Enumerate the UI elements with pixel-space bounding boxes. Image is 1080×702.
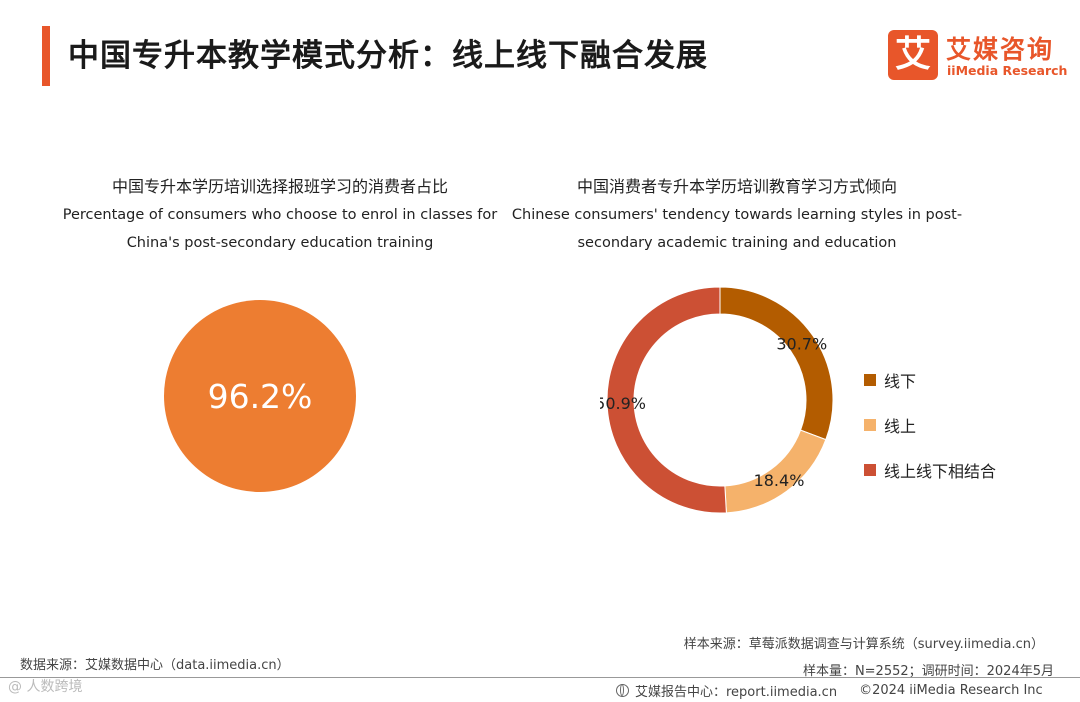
chart2-title-en-line1: Chinese consumers' tendency towards lear… <box>511 207 963 223</box>
copyright: ©2024 iiMedia Research Inc <box>859 683 1043 698</box>
chart1-title-en-line1: Percentage of consumers who choose to en… <box>62 207 498 223</box>
logo-mark-icon: 艾 <box>888 30 938 80</box>
sample-source: 样本来源：草莓派数据调查与计算系统（survey.iimedia.cn） <box>683 637 1044 652</box>
logo-english-name: iiMedia Research <box>947 63 1068 78</box>
sample-info: 样本量：N=2552；调研时间：2024年5月 <box>802 664 1054 679</box>
chart1-title-block: 中国专升本学历培训选择报班学习的消费者占比 Percentage of cons… <box>40 173 520 257</box>
watermark: @ 人数跨境 <box>8 679 83 695</box>
legend-label: 线上线下相结合 <box>884 462 997 481</box>
donut-label-1: 30.7% <box>776 334 827 353</box>
legend-swatch <box>864 374 876 386</box>
chart2-legend: 线下线上线上线下相结合 <box>864 368 996 503</box>
chart1-title-zh: 中国专升本学历培训选择报班学习的消费者占比 <box>111 177 448 196</box>
donut-label-3: 50.9% <box>600 394 646 413</box>
title-accent-bar <box>42 26 50 86</box>
legend-item-1: 线下 <box>864 368 996 413</box>
report-center-link[interactable]: 艾媒报告中心：report.iimedia.cn <box>635 685 838 700</box>
chart2-title-zh: 中国消费者专升本学历培训教育学习方式倾向 <box>576 177 897 196</box>
legend-swatch <box>864 419 876 431</box>
globe-icon <box>616 684 629 697</box>
legend-label: 线上 <box>884 417 917 436</box>
chart1-pie: 96.2% <box>164 300 356 492</box>
logo-chinese-name: 艾媒咨询 <box>946 35 1055 64</box>
chart2-title-block: 中国消费者专升本学历培训教育学习方式倾向 Chinese consumers' … <box>492 173 982 257</box>
footer-bottom: 艾媒报告中心：report.iimedia.cn ©2024 iiMedia R… <box>616 681 1043 700</box>
chart1-title-en-line2: China's post-secondary education trainin… <box>126 235 434 251</box>
page-title: 中国专升本教学模式分析：线上线下融合发展 <box>68 38 708 74</box>
donut-segment-3 <box>606 286 727 514</box>
legend-item-2: 线上 <box>864 413 996 458</box>
donut-segment-1 <box>719 286 834 441</box>
donut-label-2: 18.4% <box>754 471 805 490</box>
pie-value-label: 96.2% <box>208 377 313 416</box>
chart2-title-en-line2: secondary academic training and educatio… <box>577 235 897 251</box>
footer-divider <box>0 677 1080 678</box>
pie-slice <box>164 300 356 492</box>
legend-item-3: 线上线下相结合 <box>864 458 996 503</box>
data-source: 数据来源：艾媒数据中心（data.iimedia.cn） <box>20 658 290 673</box>
iimedia-logo: 艾 艾媒咨询 iiMedia Research <box>888 30 1068 82</box>
chart2-donut: 30.7% 18.4% 50.9% <box>600 286 834 514</box>
legend-label: 线下 <box>884 372 917 391</box>
legend-swatch <box>864 464 876 476</box>
